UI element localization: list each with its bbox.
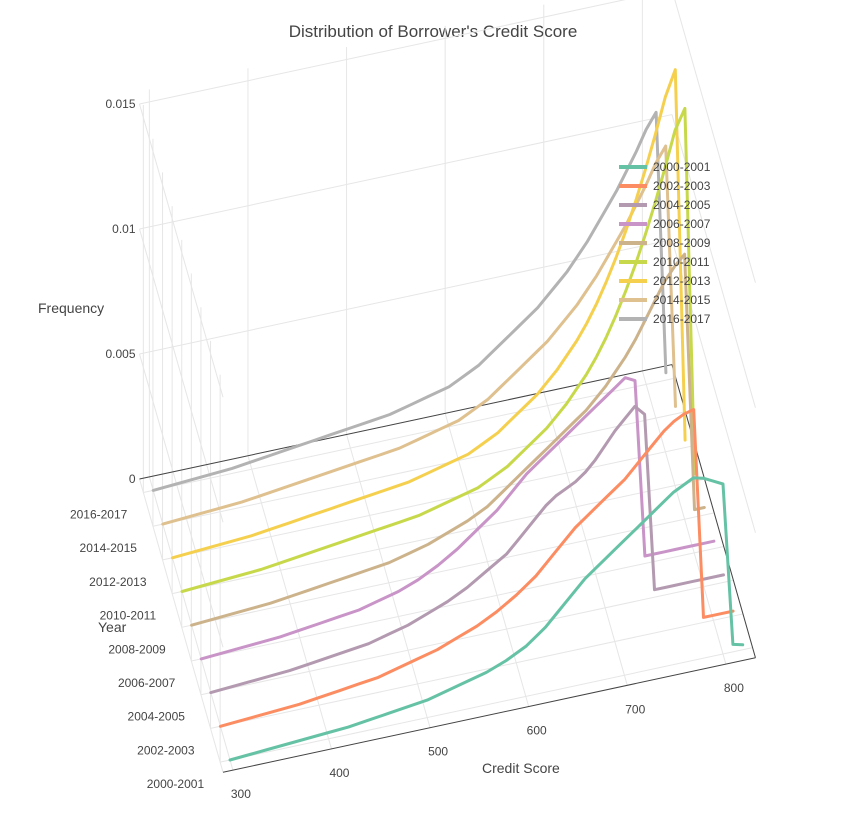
- wall-gridline: [139, 478, 224, 773]
- floor-gridline: [181, 512, 715, 628]
- floor-gridline: [191, 546, 724, 662]
- legend: 2000-2001 2002-2003 2004-2005 2006-2007 2008…: [619, 160, 711, 326]
- floor-gridline: [143, 377, 676, 494]
- series-lines: [151, 68, 745, 762]
- year-tick-label: 2016-2017: [70, 508, 128, 522]
- wall-gridline: [139, 114, 673, 230]
- legend-label: 2000-2001: [653, 160, 711, 174]
- wall-gridline: [139, 239, 673, 355]
- wall-gridline: [139, 353, 224, 648]
- frequency-axis-title: Frequency: [38, 300, 104, 316]
- series-line-2002-2003: [218, 408, 735, 728]
- credit-score-axis-ticks: 300 400 500 600 700 800: [231, 681, 744, 801]
- credit-score-axis-title: Credit Score: [482, 760, 560, 776]
- floor-gridline: [444, 413, 530, 707]
- credit-score-tick-label: 600: [527, 724, 547, 738]
- floor-gridline: [346, 434, 431, 728]
- year-tick-label: 2002-2003: [137, 743, 195, 757]
- credit-score-tick-label: 800: [724, 681, 744, 695]
- floor-gridline: [247, 455, 332, 750]
- year-tick-label: 2006-2007: [118, 676, 176, 690]
- year-tick-label: 2008-2009: [108, 642, 166, 656]
- floor-gridline: [210, 613, 744, 729]
- credit-score-tick-label: 400: [329, 766, 349, 780]
- floor-gridline: [172, 478, 705, 595]
- legend-label: 2002-2003: [653, 179, 711, 193]
- year-tick-label: 2000-2001: [147, 777, 205, 791]
- legend-label: 2014-2015: [653, 293, 711, 307]
- series-line-2008-2009: [190, 252, 706, 627]
- year-axis-title: Year: [98, 619, 127, 635]
- back-floor-line: [139, 364, 673, 480]
- frequency-tick-label: 0.015: [105, 97, 135, 111]
- wall-gridline: [139, 103, 224, 398]
- series-line-2004-2005: [209, 404, 725, 695]
- legend-label: 2006-2007: [653, 217, 711, 231]
- floor-gridline: [220, 647, 753, 763]
- chart-title: Distribution of Borrower's Credit Score: [289, 22, 578, 41]
- year-tick-label: 2010-2011: [100, 609, 157, 623]
- wall-gridline: [139, 0, 626, 105]
- legend-label: 2004-2005: [653, 198, 711, 212]
- floor-gridline: [200, 579, 734, 696]
- frequency-tick-label: 0.005: [105, 347, 135, 361]
- legend-label: 2010-2011: [653, 255, 710, 269]
- credit-score-tick-label: 500: [428, 745, 448, 759]
- legend-label: 2008-2009: [653, 236, 711, 250]
- series-line-2016-2017: [151, 110, 668, 492]
- frequency-tick-label: 0: [129, 472, 136, 486]
- year-tick-label: 2014-2015: [80, 541, 138, 555]
- floor-gridline: [152, 411, 686, 527]
- series-line-2012-2013: [170, 68, 687, 560]
- frequency-tick-label: 0.01: [112, 222, 136, 236]
- year-tick-label: 2004-2005: [128, 710, 186, 724]
- floor-gridline: [543, 391, 628, 686]
- frequency-axis-ticks: 0 0.005 0.01 0.015: [105, 97, 135, 486]
- wall-gridline: [674, 0, 756, 283]
- year-axis-ticks: 2000-2001 2002-2003 2004-2005 2006-2007 2008…: [70, 508, 205, 792]
- floor-gridline: [162, 444, 696, 561]
- credit-score-tick-label: 700: [625, 702, 645, 716]
- credit-score-axis-line: [222, 657, 756, 773]
- legend-label: 2012-2013: [653, 274, 711, 288]
- legend-label: 2016-2017: [653, 312, 711, 326]
- series-line-2000-2001: [228, 476, 745, 762]
- credit-score-tick-label: 300: [231, 787, 251, 801]
- series-line-2014-2015: [161, 144, 677, 526]
- year-tick-label: 2012-2013: [89, 575, 147, 589]
- series-line-2010-2011: [180, 106, 697, 593]
